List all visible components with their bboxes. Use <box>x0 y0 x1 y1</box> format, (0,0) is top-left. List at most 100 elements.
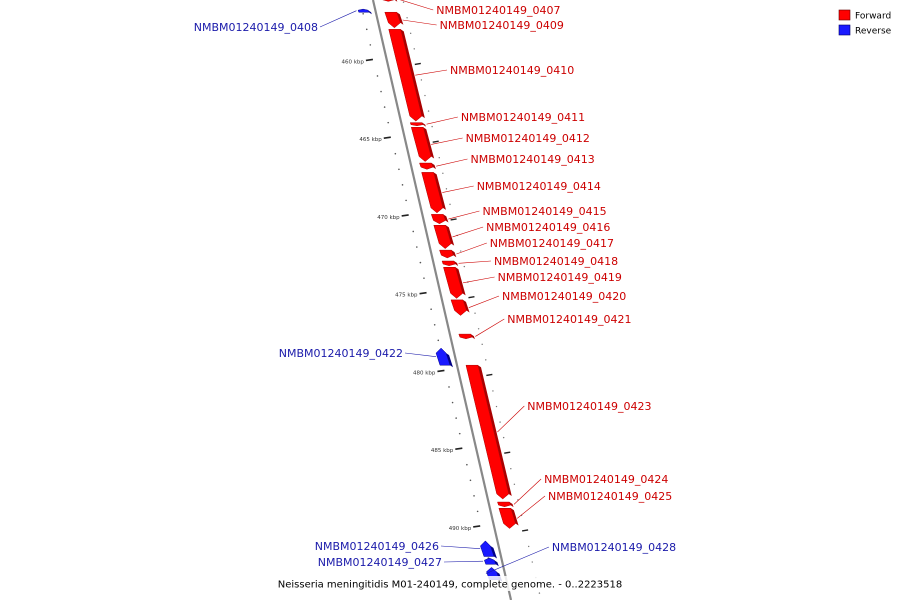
gene-label[interactable]: NMBM01240149_0418 <box>494 255 618 268</box>
gene-label[interactable]: NMBM01240149_0421 <box>507 313 631 326</box>
gene-arrow[interactable] <box>441 260 456 266</box>
gene-arrow[interactable] <box>480 540 495 557</box>
scale-major-tick <box>473 525 481 528</box>
gene-label[interactable]: NMBM01240149_0409 <box>440 19 564 32</box>
scale-major-tick <box>401 214 409 217</box>
gene-arrow[interactable] <box>381 0 395 2</box>
ruler-minor-tick <box>510 468 512 470</box>
gene-arrow[interactable] <box>458 333 473 340</box>
gene-arrow[interactable] <box>465 364 510 500</box>
gene-label-leader <box>458 260 491 264</box>
gene-label[interactable]: NMBM01240149_0426 <box>315 540 439 553</box>
gene-feature[interactable] <box>381 0 398 2</box>
gene-arrow[interactable] <box>430 214 446 224</box>
gene-feature[interactable] <box>441 260 459 267</box>
gene-label[interactable]: NMBM01240149_0408 <box>194 21 318 34</box>
gene-label-leader <box>443 560 484 563</box>
gene-arrow[interactable] <box>439 249 454 259</box>
scale-minor-tick <box>394 152 397 155</box>
gene-label[interactable]: NMBM01240149_0414 <box>477 180 601 193</box>
gene-feature[interactable] <box>357 8 372 15</box>
gene-feature[interactable] <box>439 249 457 259</box>
gene-arrow[interactable] <box>450 299 467 316</box>
ruler-minor-tick <box>402 1 405 3</box>
gene-label-layer: NMBM01240149_0407 NMBM01240149_0408 NMBM01… <box>194 0 676 574</box>
gene-arrow-side <box>400 29 425 119</box>
gene-label[interactable]: NMBM01240149_0412 <box>466 132 590 145</box>
gene-arrow-side <box>394 0 398 2</box>
gene-feature[interactable] <box>384 11 404 29</box>
gene-feature[interactable] <box>443 266 466 299</box>
ruler-minor-tick <box>492 390 494 392</box>
gene-label[interactable]: NMBM01240149_0424 <box>544 473 668 486</box>
gene-label[interactable]: NMBM01240149_0413 <box>470 153 594 166</box>
gene-arrow[interactable] <box>410 127 432 162</box>
gene-label-leader <box>448 210 480 220</box>
gene-label[interactable]: NMBM01240149_0425 <box>548 490 672 503</box>
gene-label[interactable]: NMBM01240149_0407 <box>436 4 560 17</box>
gene-label[interactable]: NMBM01240149_0417 <box>490 237 614 250</box>
gene-feature[interactable] <box>421 172 446 214</box>
gene-arrow-side <box>431 163 436 170</box>
gene-feature[interactable] <box>433 225 455 249</box>
ruler-minor-tick <box>495 405 498 408</box>
gene-label-leader <box>431 137 463 145</box>
gene-arrow[interactable] <box>484 557 497 565</box>
gene-arrow[interactable] <box>443 266 463 299</box>
gene-label[interactable]: NMBM01240149_0422 <box>279 347 403 360</box>
gene-feature[interactable] <box>410 127 435 162</box>
gene-arrow[interactable] <box>421 172 444 214</box>
gene-arrow[interactable] <box>384 11 401 29</box>
gene-feature[interactable] <box>430 214 449 224</box>
gene-label[interactable]: NMBM01240149_0420 <box>502 290 626 303</box>
gene-arrow[interactable] <box>357 8 370 13</box>
gene-arrow[interactable] <box>435 347 451 366</box>
scale-minor-tick <box>430 308 432 311</box>
gene-label[interactable]: NMBM01240149_0423 <box>527 400 651 413</box>
scale-major-tick <box>437 369 445 373</box>
gene-arrow-side <box>422 122 426 127</box>
scale-kbp-label: 465 kbp <box>359 137 382 143</box>
scale-minor-tick <box>466 463 468 466</box>
gene-feature[interactable] <box>450 299 470 316</box>
gene-label[interactable]: NMBM01240149_0428 <box>552 541 676 554</box>
gene-feature[interactable] <box>435 347 453 368</box>
gene-label[interactable]: NMBM01240149_0410 <box>450 64 574 77</box>
gene-arrow[interactable] <box>433 225 452 249</box>
gene-label[interactable]: NMBM01240149_0419 <box>498 271 622 284</box>
gene-feature[interactable] <box>480 540 497 559</box>
ruler-major-tick <box>450 218 457 221</box>
gene-feature[interactable] <box>458 333 475 340</box>
gene-feature[interactable] <box>409 122 426 127</box>
scale-minor-tick <box>469 479 472 482</box>
scale-minor-tick <box>433 323 436 326</box>
gene-arrow[interactable] <box>419 162 434 170</box>
ruler-minor-tick <box>406 17 408 19</box>
ruler-major-tick <box>414 62 421 66</box>
gene-feature[interactable] <box>484 557 499 567</box>
gene-arrow-side <box>454 261 459 267</box>
scale-major-tick <box>365 58 374 62</box>
scale-major-tick <box>383 136 391 139</box>
gene-feature[interactable] <box>388 29 425 122</box>
gene-label-leader <box>402 19 437 26</box>
scale-minor-tick <box>369 44 372 46</box>
gene-label[interactable]: NMBM01240149_0427 <box>318 556 442 569</box>
gene-arrow[interactable] <box>409 122 424 126</box>
gene-arrow-side <box>455 267 466 296</box>
gene-arrow[interactable] <box>497 501 511 507</box>
gene-arrow[interactable] <box>498 508 516 529</box>
gene-feature[interactable] <box>497 501 514 508</box>
gene-label[interactable]: NMBM01240149_0415 <box>482 205 606 218</box>
legend-swatch-forward <box>838 9 851 21</box>
gene-arrow-side <box>462 299 470 313</box>
gene-label[interactable]: NMBM01240149_0411 <box>461 111 585 124</box>
gene-feature[interactable] <box>419 162 436 170</box>
gene-feature[interactable] <box>465 364 512 500</box>
gene-arrow-side <box>510 508 519 526</box>
gene-label[interactable]: NMBM01240149_0416 <box>486 221 610 234</box>
legend: Forward Reverse <box>838 9 892 37</box>
gene-feature[interactable] <box>498 508 519 529</box>
gene-arrow[interactable] <box>388 29 423 122</box>
